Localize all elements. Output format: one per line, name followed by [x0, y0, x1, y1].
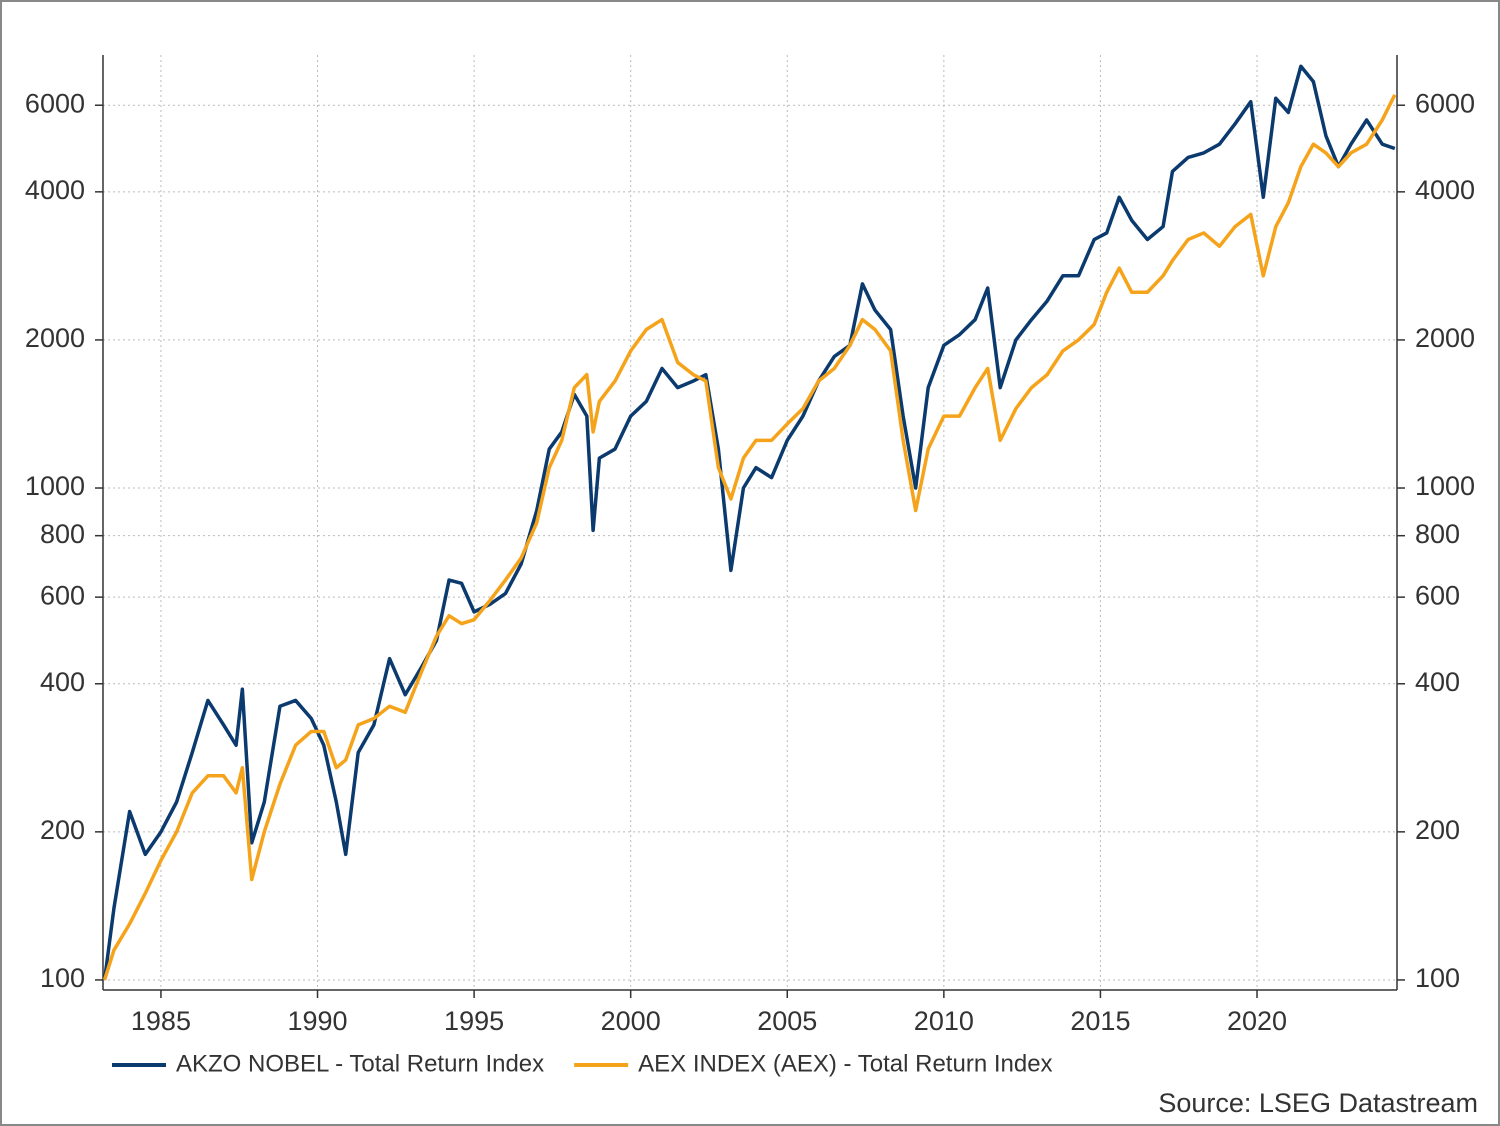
y-tick-label: 2000: [25, 323, 85, 353]
y2-tick-label: 4000: [1415, 175, 1475, 205]
y-tick-label: 200: [40, 815, 85, 845]
x-tick-label: 1990: [287, 1006, 347, 1036]
source-note: Source: LSEG Datastream: [1158, 1088, 1478, 1118]
y2-tick-label: 800: [1415, 519, 1460, 549]
y2-tick-label: 6000: [1415, 88, 1475, 118]
y-tick-label: 4000: [25, 175, 85, 205]
x-tick-label: 2010: [914, 1006, 974, 1036]
x-tick-label: 1985: [131, 1006, 191, 1036]
data-line: [102, 94, 1397, 981]
y-tick-label: 100: [40, 963, 85, 993]
y-tick-label: 800: [40, 519, 85, 549]
y2-tick-label: 600: [1415, 580, 1460, 610]
x-tick-label: 1995: [444, 1006, 504, 1036]
x-tick-label: 2015: [1070, 1006, 1130, 1036]
y2-tick-label: 100: [1415, 963, 1460, 993]
x-tick-label: 2005: [757, 1006, 817, 1036]
y2-tick-label: 2000: [1415, 323, 1475, 353]
legend-label: AKZO NOBEL - Total Return Index: [176, 1050, 544, 1077]
y-tick-label: 400: [40, 667, 85, 697]
y2-tick-label: 1000: [1415, 471, 1475, 501]
legend-label: AEX INDEX (AEX) - Total Return Index: [638, 1050, 1052, 1077]
x-tick-label: 2000: [601, 1006, 661, 1036]
y-tick-label: 1000: [25, 471, 85, 501]
y-tick-label: 600: [40, 580, 85, 610]
y2-tick-label: 200: [1415, 815, 1460, 845]
x-tick-label: 2020: [1227, 1006, 1287, 1036]
y-tick-label: 6000: [25, 88, 85, 118]
y2-tick-label: 400: [1415, 667, 1460, 697]
